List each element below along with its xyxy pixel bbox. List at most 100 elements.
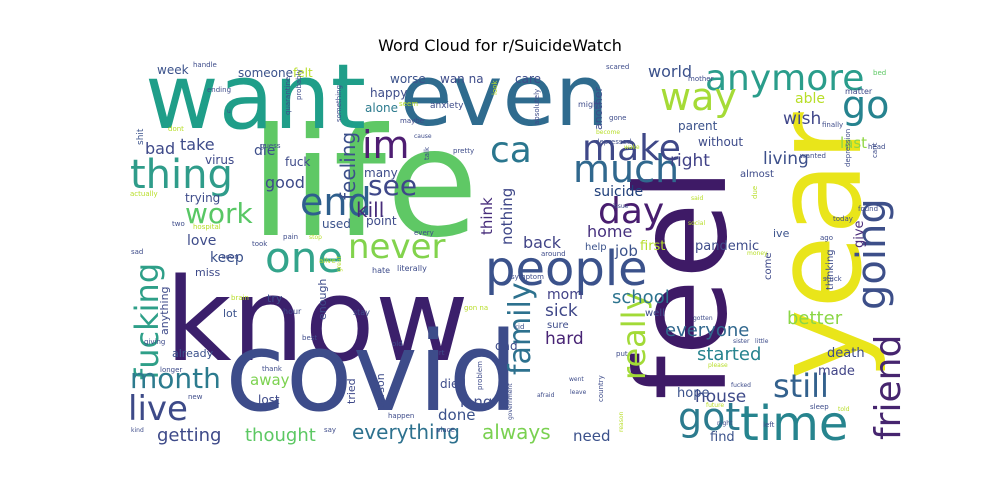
word-anything: anything [158, 286, 171, 335]
word-give: give [852, 220, 867, 248]
word-another: another [592, 87, 605, 130]
word-fucking: fucking [128, 263, 166, 380]
word-finally: finally [822, 121, 843, 129]
word-wish: wish [783, 109, 821, 129]
word-sleep: sleep [810, 403, 829, 411]
word-take: take [180, 135, 215, 154]
word-never: never [348, 227, 446, 267]
word-country: country [597, 375, 605, 402]
word-without: without [698, 135, 743, 149]
word-everything: everything [352, 420, 460, 444]
word-absolutely: absolutely [533, 89, 541, 125]
word-new: new [188, 393, 203, 401]
word-wanted: wanted [800, 152, 826, 160]
word-thinking: thinking [825, 249, 836, 290]
word-people: people [485, 241, 648, 297]
word-many: many [364, 166, 398, 180]
word-fuck: fuck [285, 155, 310, 169]
word-dont: dont [168, 125, 184, 133]
word-every: every [414, 229, 434, 237]
word-almost: almost [740, 169, 774, 180]
word-im: im [362, 123, 410, 167]
word-literally: literally [397, 264, 427, 273]
word-said: said [691, 195, 703, 202]
word-pain: pain [283, 233, 298, 241]
word-might: might [578, 100, 601, 109]
word-see: see [368, 169, 417, 202]
word-hour: hour [283, 307, 302, 316]
word-lot: lot [223, 307, 238, 320]
word-please: please [708, 362, 728, 369]
word-better: better [787, 308, 843, 329]
word-wan-na: wan na [440, 72, 484, 86]
word-social: social [688, 220, 705, 227]
word-nothing: nothing [498, 188, 516, 245]
word-head: head [868, 143, 885, 151]
word-happy: happy [370, 86, 407, 100]
word-one: one [265, 233, 343, 282]
word-government: government [507, 383, 514, 420]
word-fucked: fucked [731, 382, 751, 389]
word-due: due [751, 186, 759, 199]
word-bad: bad [145, 139, 175, 158]
word-alone: alone [365, 101, 398, 115]
word-much: much [573, 147, 679, 191]
word-reason: reason [618, 412, 625, 433]
word-try: try [267, 292, 283, 305]
word-sister: sister [733, 338, 750, 345]
word-world: world [648, 62, 692, 81]
word-u: u [227, 108, 231, 115]
word-anxiety: anxiety [430, 101, 464, 111]
word-best: best [302, 334, 317, 342]
word-feel: feel [610, 167, 755, 400]
word-thing: thing [130, 152, 233, 198]
word-felt: felt [293, 66, 313, 80]
word-worse: worse [390, 72, 426, 86]
word-anymore: anymore [705, 58, 864, 99]
word-wake: wake [624, 144, 640, 151]
word-gon-na: gon na [464, 304, 488, 312]
word-happen: happen [388, 412, 414, 420]
word-probably: probably [295, 69, 303, 100]
word-symptom: symptom [511, 273, 544, 281]
word-kind: kind [131, 427, 144, 434]
word-someone: someone [238, 66, 293, 80]
word-virus: virus [205, 153, 234, 167]
word-even: even [400, 47, 609, 146]
word-scared: scared [606, 63, 629, 71]
word-place: place [436, 426, 455, 434]
word-thought: thought [245, 425, 316, 446]
word-school: school [612, 287, 670, 308]
word-already: already [172, 347, 214, 360]
word-back: back [523, 233, 562, 252]
word-life: life [250, 97, 478, 271]
word-ive: ive [773, 227, 790, 240]
word-money: money [747, 250, 768, 257]
word-good: good [265, 173, 305, 192]
word-depressed: depressed [595, 138, 631, 146]
word-friend: friend [868, 335, 909, 440]
word-gotten: gotten [693, 315, 713, 322]
word-cant: cant [871, 142, 879, 158]
word-old: old [392, 340, 403, 348]
word-leave: leave [570, 389, 587, 396]
word-everyone: everyone [665, 320, 749, 341]
word-around: around [541, 250, 566, 258]
word-something: something [335, 85, 343, 122]
word-keep: keep [210, 250, 244, 266]
chart-title: Word Cloud for r/SuicideWatch [378, 36, 622, 55]
word-soon: soon [222, 253, 239, 261]
word-house: house [695, 387, 746, 407]
word-job: job [614, 242, 638, 260]
word-depression: depression [844, 129, 852, 167]
word-away: away [250, 371, 290, 389]
word-miss: miss [195, 266, 221, 279]
word-week: week [157, 63, 189, 77]
word-dad: dad [495, 339, 518, 353]
word-death: death [827, 346, 865, 361]
word-kid: kid [514, 323, 524, 331]
word-pretty: pretty [453, 147, 474, 155]
word-go: go [842, 83, 889, 127]
word-started: started [697, 344, 761, 365]
word-find: find [710, 430, 735, 445]
